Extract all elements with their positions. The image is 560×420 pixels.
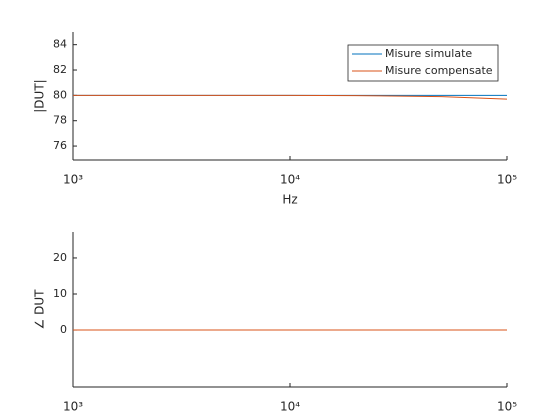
legend-box	[347, 44, 499, 82]
x-tick-label: 10³	[63, 173, 83, 187]
y-tick-label: 10	[53, 287, 67, 300]
y-tick-label: 84	[53, 38, 67, 51]
x-tick-label: 10⁵	[497, 400, 517, 414]
y-tick-label: 82	[53, 63, 67, 76]
series-line	[73, 94, 508, 100]
y-axis-label: |DUT|	[33, 79, 47, 112]
x-tick-label: 10⁴	[280, 400, 300, 414]
legend-label: Misure simulate	[385, 47, 472, 60]
x-tick-label: 10⁴	[280, 173, 300, 187]
y-tick-label: 0	[60, 323, 67, 336]
y-tick-label: 78	[53, 114, 67, 127]
x-tick-label: 10³	[63, 400, 83, 414]
x-tick-label: 10⁵	[497, 173, 517, 187]
y-tick-label: 80	[53, 88, 67, 101]
y-axis-label: ∠ DUT	[33, 289, 47, 330]
x-axis-label: Hz	[282, 193, 297, 207]
y-tick-label: 76	[53, 139, 67, 152]
y-tick-label: 20	[53, 251, 67, 264]
legend-label: Misure compensate	[385, 64, 493, 77]
